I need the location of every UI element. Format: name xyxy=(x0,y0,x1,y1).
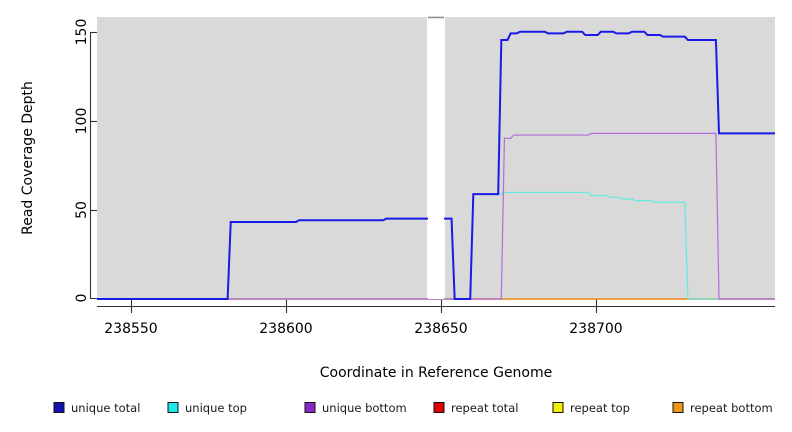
legend-item-repeat-bottom[interactable]: repeat bottom xyxy=(672,401,773,415)
x-tick-label-238700: 238700 xyxy=(569,321,622,337)
legend-item-unique-total[interactable]: unique total xyxy=(53,401,140,415)
chart-legend: unique total unique top unique bottom repea… xyxy=(53,401,773,415)
y-tick-label-100: 100 xyxy=(74,108,90,135)
legend-label: unique total xyxy=(71,401,140,415)
legend-swatch-icon xyxy=(53,402,65,413)
y-axis: 150 100 50 0 xyxy=(74,19,97,303)
legend-swatch-icon xyxy=(433,402,445,413)
legend-label: unique top xyxy=(185,401,247,415)
x-tick-label-238600: 238600 xyxy=(259,321,312,337)
series-layer xyxy=(97,16,775,300)
legend-swatch-icon xyxy=(672,402,684,413)
x-axis-title: Coordinate in Reference Genome xyxy=(320,365,553,381)
gap-mask xyxy=(428,17,444,299)
legend-item-repeat-total[interactable]: repeat total xyxy=(433,401,518,415)
legend-label: unique bottom xyxy=(322,401,407,415)
x-tick-label-238550: 238550 xyxy=(104,321,157,337)
y-axis-title: Read Coverage Depth xyxy=(20,81,36,235)
y-tick-label-0: 0 xyxy=(74,294,90,303)
legend-swatch-icon xyxy=(304,402,316,413)
x-tick-label-238650: 238650 xyxy=(414,321,467,337)
y-tick-label-50: 50 xyxy=(74,201,90,219)
series-line-unique-bottom xyxy=(97,132,775,300)
series-line-unique-total xyxy=(97,30,775,300)
legend-swatch-icon xyxy=(552,402,564,413)
legend-item-unique-top[interactable]: unique top xyxy=(167,401,247,415)
legend-label: repeat bottom xyxy=(690,401,773,415)
legend-item-unique-bottom[interactable]: unique bottom xyxy=(304,401,407,415)
legend-item-repeat-top[interactable]: repeat top xyxy=(552,401,630,415)
y-tick-label-150: 150 xyxy=(74,19,90,46)
x-axis: 238550 238600 238650 238700 xyxy=(97,299,775,337)
legend-label: repeat total xyxy=(451,401,518,415)
legend-swatch-icon xyxy=(167,402,179,413)
legend-label: repeat top xyxy=(570,401,630,415)
